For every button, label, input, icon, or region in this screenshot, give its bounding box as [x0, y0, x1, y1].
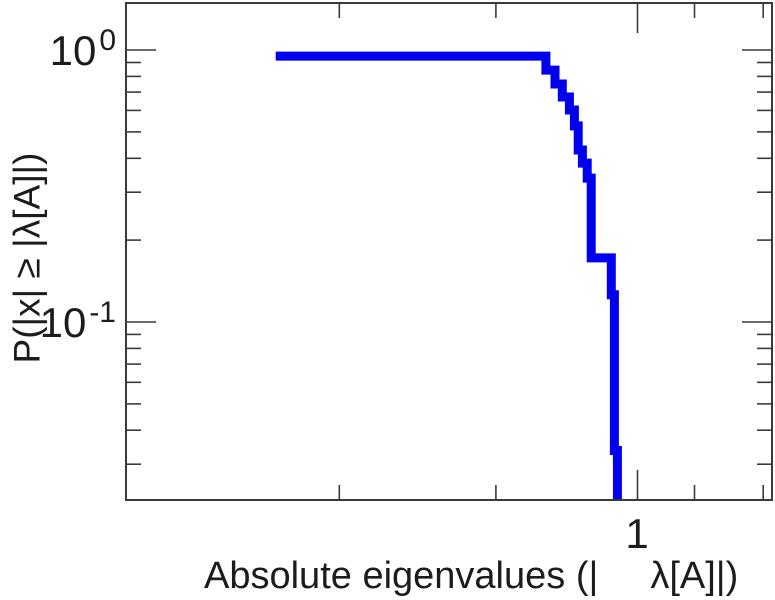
y-tick-label-1: 10 -1 — [39, 298, 116, 346]
plot-frame — [125, 2, 773, 501]
y-tick-label-exponent: -1 — [89, 296, 116, 329]
y-tick-label-0: 10 0 — [49, 26, 116, 74]
x-axis-title: Absolute eigenvalues (| λ[A]|) — [204, 555, 739, 598]
y-tick-label-base: 10 — [49, 27, 97, 74]
x-axis-title-part2: λ[A]|) — [650, 555, 739, 597]
ccdf-staircase-curve — [275, 51, 622, 500]
x-tick-label-0: 1 — [625, 510, 649, 557]
y-tick-label-base: 10 — [39, 299, 87, 346]
x-axis-title-part1: Absolute eigenvalues (| — [204, 555, 599, 597]
y-tick-label-exponent: 0 — [99, 24, 116, 57]
